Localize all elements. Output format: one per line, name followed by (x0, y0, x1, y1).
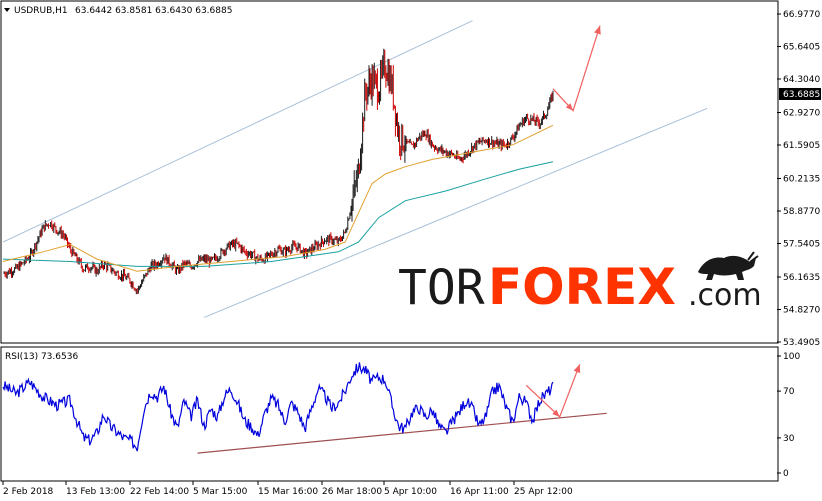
price-ohlc-label: 63.6442 63.8581 63.6430 63.6885 (75, 6, 232, 16)
ma-fast-line (2, 124, 554, 272)
axis-layer: 66.9770 65.6405 64.3040 62.9270 61.5905 60.21… (2, 10, 821, 497)
x-tick-label: 16 Apr 11:00 (450, 487, 509, 497)
rsi-forecast-arrow-mid-head (552, 409, 560, 417)
price-tick-label: 56.1635 (783, 273, 820, 283)
price-tick-label: 54.8270 (783, 305, 820, 315)
rsi-tick-label: 30 (783, 434, 795, 444)
rsi-trend-line (197, 412, 607, 454)
rsi-tick-label: 100 (783, 352, 800, 362)
price-tick-label: 57.5405 (783, 240, 820, 250)
rsi-header-label: RSI(13) 73.6536 (5, 352, 78, 362)
price-tick-label: 60.2135 (783, 174, 820, 184)
price-symbol-label: USDRUB,H1 (14, 6, 68, 16)
logo-forex-text: FOREX (488, 258, 676, 316)
channel-lower-line (204, 107, 708, 318)
rsi-layer (2, 362, 607, 454)
rsi-forecast-arrow (525, 363, 581, 418)
current-price-label: 63.6885 (783, 90, 820, 100)
price-tick-label: 66.9770 (783, 10, 820, 20)
rsi-panel-frame (0, 346, 779, 482)
collapse-triangle-icon[interactable] (4, 8, 10, 12)
channel-upper-line (2, 20, 473, 243)
torforex-logo: TOR FOREX .com (398, 251, 762, 316)
price-tick-label: 61.5905 (783, 141, 820, 151)
rsi-line (2, 362, 554, 452)
price-forecast-arrow-mid-head (565, 103, 574, 111)
x-tick-label: 15 Mar 16:00 (258, 487, 318, 497)
price-layer (2, 20, 708, 318)
price-tick-label: 65.6405 (783, 43, 820, 53)
price-tick-label: 53.4905 (783, 338, 820, 348)
logo-tor-text: TOR (398, 260, 485, 316)
rsi-forecast-arrow-head (573, 364, 581, 374)
x-tick-label: 13 Feb 13:00 (66, 487, 125, 497)
rsi-tick-label: 70 (783, 387, 795, 397)
x-tick-label: 5 Mar 15:00 (193, 487, 248, 497)
x-tick-label: 5 Apr 10:00 (384, 487, 437, 497)
price-forecast-arrow-head (594, 25, 601, 35)
x-tick-label: 2 Feb 2018 (3, 487, 54, 497)
bull-icon (698, 251, 759, 280)
x-tick-label: 25 Apr 12:00 (514, 487, 573, 497)
rsi-tick-label: 0 (783, 469, 789, 479)
price-tick-label: 62.9270 (783, 108, 820, 118)
current-price-badge (779, 87, 821, 100)
price-tick-label: 58.8770 (783, 207, 820, 217)
x-tick-label: 26 Mar 18:00 (322, 487, 382, 497)
price-tick-label: 64.3040 (783, 75, 820, 85)
x-tick-label: 22 Feb 14:00 (130, 487, 189, 497)
ma-slow-line (2, 161, 554, 267)
logo-com-text: .com (688, 278, 762, 313)
